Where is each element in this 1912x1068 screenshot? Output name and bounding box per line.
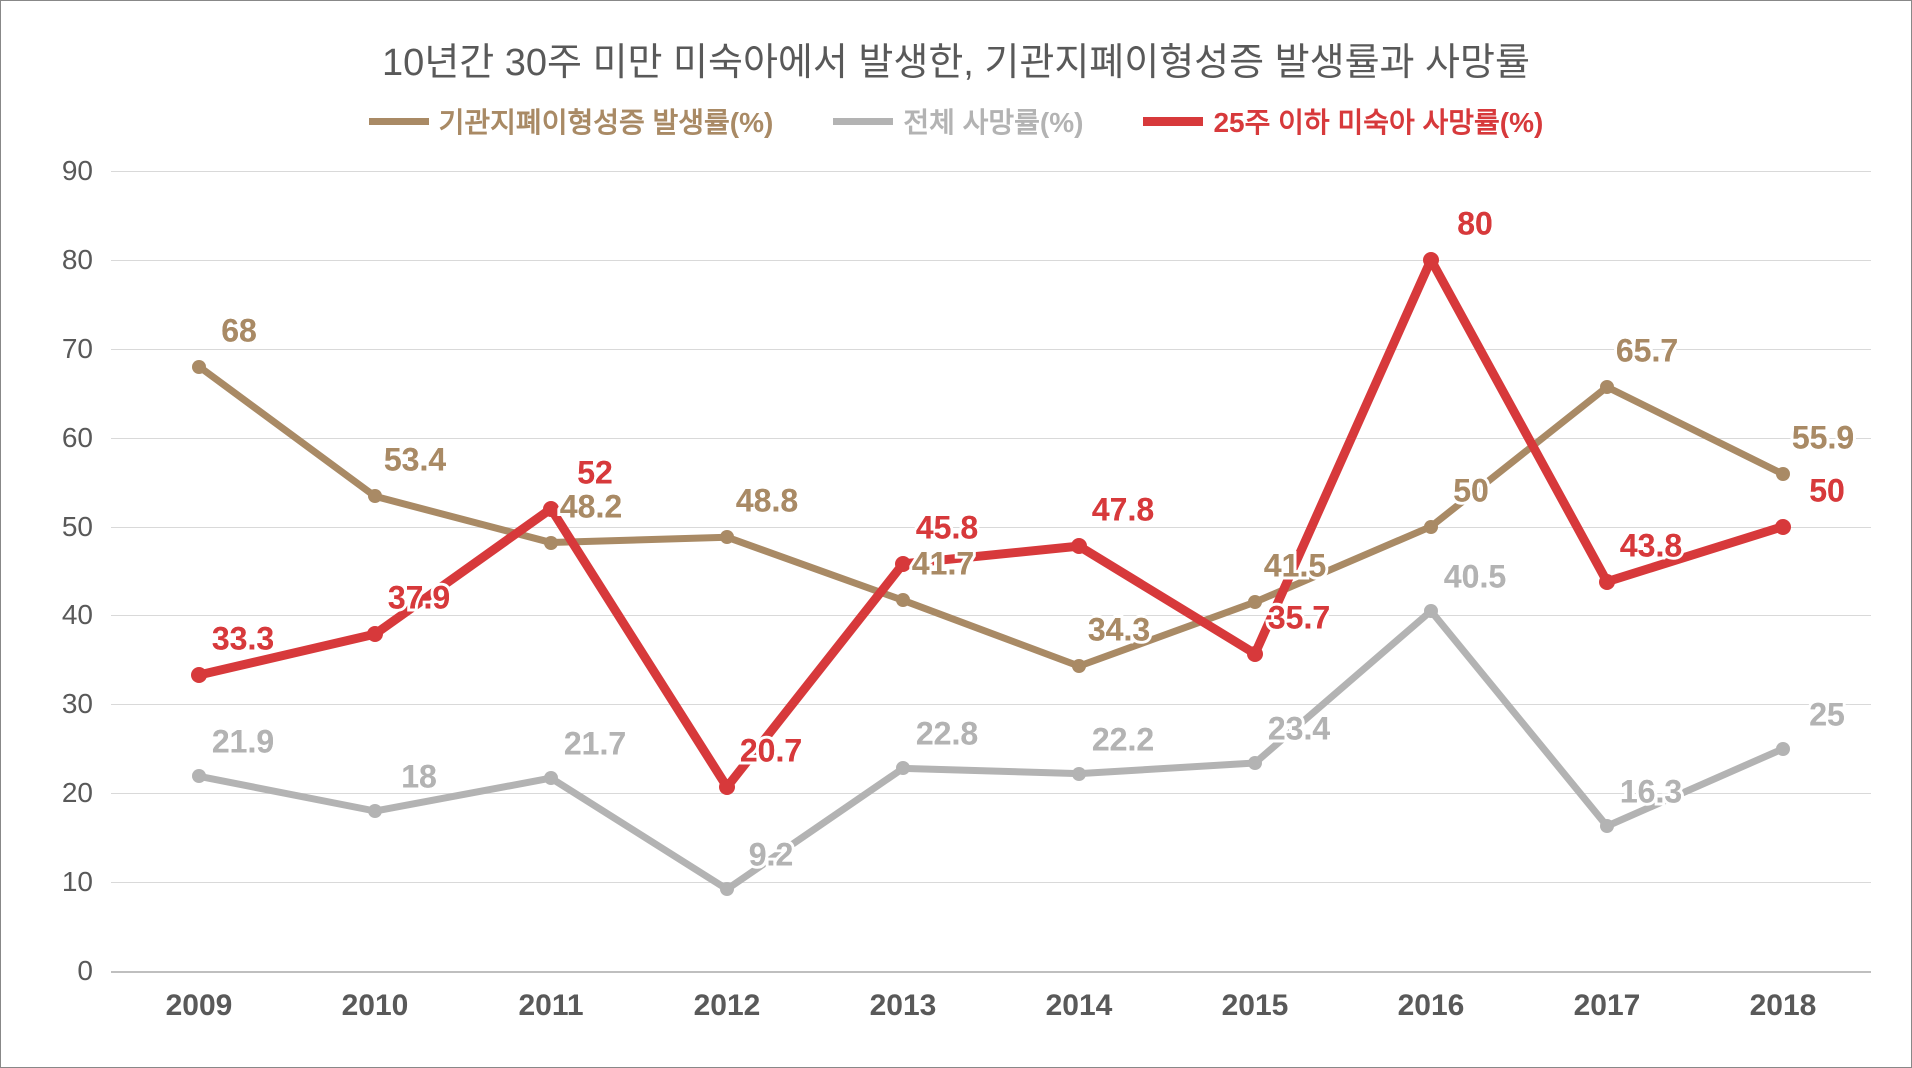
data-label: 16.3 <box>1620 774 1682 811</box>
data-label: 18 <box>401 759 437 796</box>
data-marker <box>895 556 911 572</box>
data-marker <box>191 667 207 683</box>
y-axis-tick: 30 <box>62 688 111 720</box>
y-axis-tick: 50 <box>62 511 111 543</box>
x-axis-tick: 2011 <box>518 971 583 1023</box>
data-label: 21.9 <box>212 724 274 761</box>
series-line <box>111 171 1871 971</box>
y-axis-tick: 60 <box>62 422 111 454</box>
data-label: 50 <box>1809 472 1845 509</box>
data-label: 41.5 <box>1264 548 1326 585</box>
data-label: 41.7 <box>912 546 974 583</box>
y-axis-tick: 0 <box>77 955 111 987</box>
y-axis-tick: 40 <box>62 599 111 631</box>
data-label: 52 <box>577 454 613 491</box>
data-label: 43.8 <box>1620 527 1682 564</box>
x-axis-tick: 2010 <box>342 971 409 1023</box>
data-label: 37.9 <box>388 580 450 617</box>
data-label: 33.3 <box>212 621 274 658</box>
y-axis-tick: 70 <box>62 333 111 365</box>
x-axis-tick: 2018 <box>1750 971 1817 1023</box>
legend-item: 전체 사망률(%) <box>833 101 1083 141</box>
data-marker <box>367 626 383 642</box>
y-axis-tick: 80 <box>62 244 111 276</box>
data-marker <box>1599 574 1615 590</box>
y-axis-tick: 20 <box>62 777 111 809</box>
data-label: 55.9 <box>1792 420 1854 457</box>
data-label: 68 <box>221 312 257 349</box>
y-axis-tick: 10 <box>62 866 111 898</box>
chart-container: 10년간 30주 미만 미숙아에서 발생한, 기관지폐이형성증 발생률과 사망률… <box>0 0 1912 1068</box>
data-marker <box>1423 252 1439 268</box>
legend-item: 기관지폐이형성증 발생률(%) <box>369 101 774 141</box>
data-label: 20.7 <box>740 733 802 770</box>
data-label: 65.7 <box>1616 333 1678 370</box>
x-axis-tick: 2009 <box>166 971 233 1023</box>
data-label: 45.8 <box>916 509 978 546</box>
data-label: 48.8 <box>736 483 798 520</box>
legend-line-icon <box>1143 117 1203 126</box>
data-label: 80 <box>1457 205 1493 242</box>
data-label: 48.2 <box>560 488 622 525</box>
legend: 기관지폐이형성증 발생률(%) 전체 사망률(%) 25주 이하 미숙아 사망률(%… <box>1 101 1911 141</box>
data-marker <box>719 779 735 795</box>
plot-area: 0102030405060708090200920102011201220132… <box>111 171 1871 971</box>
legend-label: 전체 사망률(%) <box>903 101 1083 141</box>
data-marker <box>543 501 559 517</box>
legend-item: 25주 이하 미숙아 사망률(%) <box>1143 101 1543 141</box>
data-label: 21.7 <box>564 726 626 763</box>
data-label: 23.4 <box>1268 711 1330 748</box>
x-axis-tick: 2013 <box>870 971 937 1023</box>
x-axis-tick: 2017 <box>1574 971 1641 1023</box>
y-axis-tick: 90 <box>62 155 111 187</box>
data-marker <box>1775 519 1791 535</box>
data-label: 53.4 <box>384 442 446 479</box>
data-marker <box>1247 646 1263 662</box>
data-label: 35.7 <box>1268 599 1330 636</box>
data-label: 47.8 <box>1092 492 1154 529</box>
x-axis-tick: 2016 <box>1398 971 1465 1023</box>
data-label: 50 <box>1453 472 1489 509</box>
data-label: 34.3 <box>1088 612 1150 649</box>
x-axis-tick: 2014 <box>1046 971 1113 1023</box>
x-axis-tick: 2015 <box>1222 971 1289 1023</box>
data-label: 22.8 <box>916 716 978 753</box>
legend-line-icon <box>369 118 429 125</box>
data-label: 40.5 <box>1444 559 1506 596</box>
x-axis-tick: 2012 <box>694 971 761 1023</box>
data-label: 9.2 <box>749 837 793 874</box>
chart-title: 10년간 30주 미만 미숙아에서 발생한, 기관지폐이형성증 발생률과 사망률 <box>1 31 1911 86</box>
legend-line-icon <box>833 118 893 125</box>
data-label: 25 <box>1809 696 1845 733</box>
legend-label: 25주 이하 미숙아 사망률(%) <box>1213 101 1543 141</box>
legend-label: 기관지폐이형성증 발생률(%) <box>439 101 774 141</box>
data-marker <box>1071 538 1087 554</box>
data-label: 22.2 <box>1092 721 1154 758</box>
